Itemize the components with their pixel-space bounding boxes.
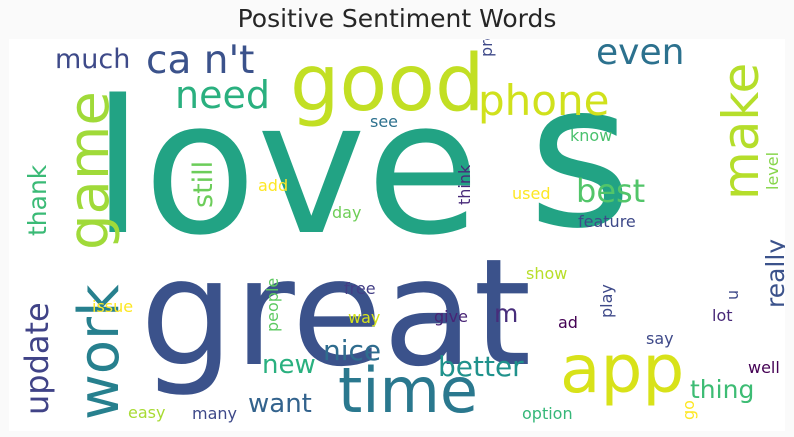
word-nice: nice [323,334,381,367]
chart-title: Positive Sentiment Words [237,4,557,33]
word-much: much [55,44,130,75]
word-game: game [57,91,122,250]
word-thing: thing [690,375,754,404]
word-used: used [512,184,550,203]
word-better: better [438,350,524,383]
word-love: love [92,60,480,276]
word-play: play [597,284,616,318]
word-add: add [258,176,288,195]
word-ca-n-t: ca n't [146,39,254,83]
word-say: say [646,329,674,348]
word-still: still [188,161,219,208]
word-phone: phone [478,76,609,125]
word-see: see [370,112,398,131]
word-show: show [526,264,567,283]
word-really: really [761,239,785,308]
word-cloud: love great s good time app game work make phone ne… [9,39,785,431]
word-make: make [712,63,770,200]
word-want: want [248,389,312,419]
word-easy: easy [128,403,165,422]
word-people: people [263,278,282,332]
word-way: way [348,308,380,327]
word-day: day [332,203,361,222]
word-thank: thank [23,164,52,236]
word-best: best [576,172,645,210]
word-update: update [18,302,56,415]
word-new: new [262,350,316,380]
word-s: s [528,40,632,273]
word-free: free [344,279,376,298]
word-even: even [596,39,684,73]
word-great: great [140,227,531,399]
word-ad: ad [558,313,578,332]
word-u: u [723,290,742,300]
word-problem: problem [477,39,496,57]
word-time: time [338,354,478,427]
word-know: know [570,126,612,145]
word-lot: lot [712,306,733,325]
word-think: think [455,164,474,205]
word-feature: feature [578,212,636,231]
word-m: m [494,299,518,328]
word-issue: issue [92,297,133,316]
word-many: many [192,404,237,423]
word-good: good [290,39,484,129]
word-go: go [679,400,698,420]
word-need: need [175,73,270,117]
word-app: app [560,331,684,408]
word-level: level [763,152,782,190]
word-option: option [522,404,573,423]
word-give: give [434,307,468,326]
word-work: work [67,284,132,420]
word-well: well [748,358,780,377]
